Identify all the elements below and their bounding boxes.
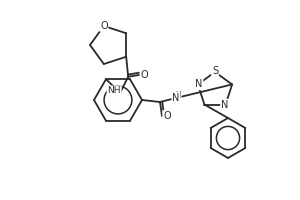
Text: O: O — [163, 111, 171, 121]
Text: O: O — [140, 70, 148, 80]
Text: NH: NH — [107, 86, 121, 95]
Text: N: N — [172, 93, 180, 103]
Text: H: H — [175, 92, 181, 100]
Text: O: O — [100, 21, 108, 31]
Text: N: N — [221, 100, 228, 110]
Text: S: S — [212, 66, 218, 76]
Text: N: N — [195, 79, 203, 89]
